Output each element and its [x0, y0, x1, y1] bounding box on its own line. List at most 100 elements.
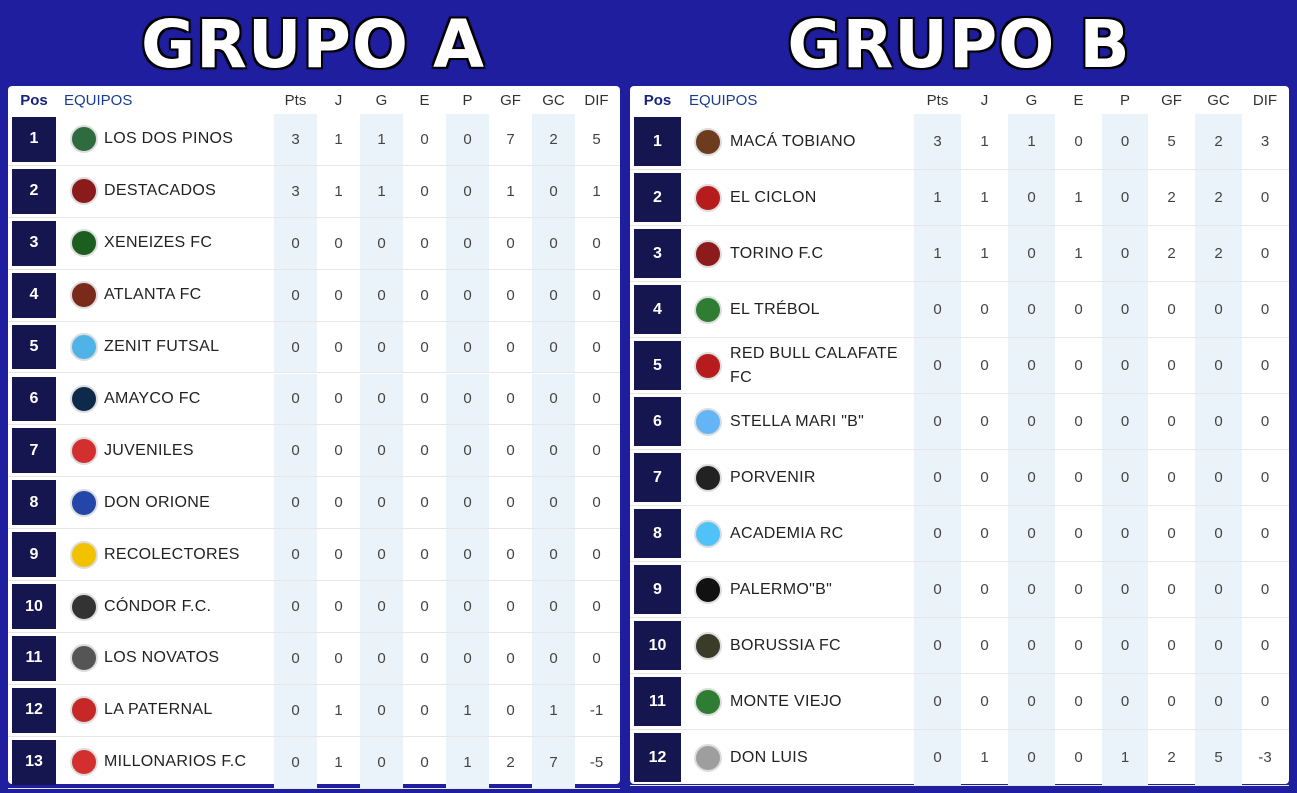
stat-gf: 0 [1167, 357, 1176, 374]
stat-gc: 0 [1195, 282, 1242, 337]
stat-e: 0 [420, 649, 429, 667]
stat-p: 0 [446, 477, 489, 529]
table-row: 12 LA PATERNAL 0 1 0 0 1 0 1 -1 [8, 684, 620, 737]
team-name[interactable]: STELLA MARI "B" [730, 412, 865, 430]
stat-dif: -5 [589, 753, 604, 771]
stat-p: 0 [446, 217, 489, 269]
stat-g: 0 [1008, 338, 1055, 393]
stat-dif: 0 [1260, 469, 1270, 486]
stat-gf: 0 [506, 442, 515, 460]
stat-gc: 0 [532, 633, 575, 684]
stat-g: 1 [1008, 114, 1055, 169]
stat-g: 0 [1008, 562, 1055, 617]
stat-dif: -3 [1258, 749, 1272, 766]
stat-e: 0 [1074, 133, 1083, 150]
team-name[interactable]: LOS DOS PINOS [104, 130, 234, 148]
stat-gf: 0 [506, 546, 515, 564]
table-row: 3 XENEIZES FC 0 0 0 0 0 0 0 0 [8, 217, 620, 270]
stat-gf: 0 [506, 338, 515, 356]
stat-dif: 0 [592, 494, 601, 512]
position-cell: 3 [12, 220, 56, 266]
stat-g: 1 [360, 165, 403, 217]
team-name[interactable]: EL CICLON [730, 188, 817, 206]
position-cell: 1 [634, 117, 681, 166]
table-row: 11 MONTE VIEJO 0 0 0 0 0 0 0 0 [630, 674, 1289, 730]
recolectores-logo [70, 540, 98, 569]
stat-j: 0 [334, 442, 343, 460]
stat-j: 0 [980, 469, 989, 486]
xeneizes-logo [70, 229, 98, 258]
stat-gf: 2 [1167, 189, 1176, 206]
stat-gf: 0 [1167, 301, 1176, 318]
stat-e: 0 [420, 338, 429, 356]
team-name[interactable]: ZENIT FUTSAL [104, 338, 220, 356]
position-cell: 4 [12, 272, 56, 318]
team-name[interactable]: JUVENILES [104, 441, 194, 459]
stat-e: 0 [1074, 581, 1083, 598]
stat-e: 0 [420, 130, 429, 148]
stat-gc: 2 [532, 114, 575, 165]
destacados-logo [70, 177, 98, 206]
stat-dif: 0 [1260, 637, 1270, 654]
team-name[interactable]: CÓNDOR F.C. [104, 597, 212, 615]
stat-pts: 3 [274, 165, 317, 217]
stat-e: 0 [420, 390, 429, 408]
team-name[interactable]: RECOLECTORES [104, 545, 240, 563]
stat-e: 0 [420, 286, 429, 304]
stat-gf: 0 [506, 286, 515, 304]
stat-pts: 0 [914, 338, 961, 393]
stat-pts: 1 [914, 170, 961, 225]
stat-dif: 1 [592, 182, 601, 200]
team-name[interactable]: LA PATERNAL [104, 701, 213, 719]
team-name[interactable]: MONTE VIEJO [730, 692, 842, 710]
team-name[interactable]: BORUSSIA FC [730, 636, 841, 654]
team-name[interactable]: EL TRÉBOL [730, 300, 820, 318]
stat-j: 0 [980, 301, 989, 318]
torino-logo [694, 239, 722, 268]
team-name[interactable]: DON ORIONE [104, 493, 211, 511]
team-name[interactable]: AMAYCO FC [104, 389, 201, 407]
header-gc: GC [542, 92, 565, 109]
header-g: G [1025, 92, 1038, 109]
stat-p: 0 [1102, 338, 1148, 393]
stat-e: 0 [1074, 301, 1083, 318]
stat-p: 0 [1102, 394, 1148, 449]
stat-pts: 0 [914, 674, 961, 729]
team-name[interactable]: XENEIZES FC [104, 234, 213, 252]
stat-j: 0 [334, 286, 343, 304]
table-row: 10 BORUSSIA FC 0 0 0 0 0 0 0 0 [630, 618, 1289, 674]
stat-p: 0 [446, 165, 489, 217]
porvenir-logo [694, 463, 722, 492]
table-row: 6 STELLA MARI "B" 0 0 0 0 0 0 0 0 [630, 394, 1289, 450]
team-name[interactable]: RED BULL CALAFATE FC [730, 344, 898, 386]
stat-p: 0 [446, 114, 489, 165]
stat-p: 0 [446, 269, 489, 321]
stat-pts: 0 [274, 633, 317, 684]
stat-e: 0 [420, 494, 429, 512]
team-name[interactable]: MACÁ TOBIANO [730, 132, 856, 150]
position-cell: 2 [634, 173, 681, 222]
team-name[interactable]: ACADEMIA RC [730, 524, 844, 542]
stat-p: 1 [446, 684, 489, 736]
team-name[interactable]: ATLANTA FC [104, 286, 202, 304]
stat-gc: 0 [1195, 506, 1242, 561]
stat-e: 0 [1074, 469, 1083, 486]
team-name[interactable]: MILLONARIOS F.C [104, 753, 247, 771]
team-name[interactable]: LOS NOVATOS [104, 649, 220, 667]
don-luis-logo [694, 743, 722, 772]
table-row: 4 ATLANTA FC 0 0 0 0 0 0 0 0 [8, 269, 620, 322]
stat-g: 0 [1008, 450, 1055, 505]
table-row: 12 DON LUIS 0 1 0 0 1 2 5 -3 [630, 730, 1289, 786]
team-name[interactable]: DESTACADOS [104, 182, 217, 200]
header-equipos: EQUIPOS [64, 92, 133, 109]
stat-dif: 0 [1260, 301, 1270, 318]
team-name[interactable]: PORVENIR [730, 468, 816, 486]
stat-pts: 0 [274, 373, 317, 425]
team-name[interactable]: PALERMO"B" [730, 580, 833, 598]
position-cell: 6 [634, 397, 681, 446]
team-name[interactable]: DON LUIS [730, 748, 808, 766]
stat-e: 0 [1074, 693, 1083, 710]
stat-pts: 0 [914, 730, 961, 785]
team-name[interactable]: TORINO F.C [730, 244, 824, 262]
stat-pts: 3 [274, 114, 317, 165]
